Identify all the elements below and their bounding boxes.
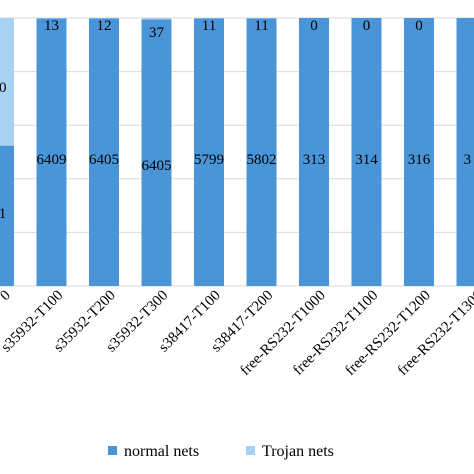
data-label-trojan-nets: 0 <box>415 18 423 34</box>
gridlines <box>0 17 474 287</box>
legend-swatch-trojan-nets <box>246 446 255 455</box>
bar-normal-nets <box>194 18 224 287</box>
bar-trojan-nets <box>0 18 14 146</box>
bar-normal-nets <box>141 19 172 286</box>
x-tick-label: free-RS232-T1300 <box>395 288 474 379</box>
bar-normal-nets <box>0 145 14 286</box>
data-label-normal-nets: 5802 <box>247 152 277 168</box>
data-label-trojan-nets: 0 <box>310 18 318 34</box>
data-labels: 11 10 6409 13 6405 12 6405 37 5799 11 5802 11 313 0 31… <box>0 18 471 222</box>
bar-trojan-nets <box>36 18 67 19</box>
bar-normal-nets <box>456 18 474 286</box>
bar-normal-nets <box>351 18 382 286</box>
legend-swatch-normal-nets <box>108 446 117 455</box>
data-label-normal-nets: 6405 <box>89 152 119 168</box>
data-label-normal-nets: 316 <box>408 152 431 168</box>
bar-trojan-nets <box>194 18 224 19</box>
bar-trojan-nets <box>89 18 119 19</box>
bar-normal-nets <box>89 18 119 287</box>
data-label-trojan-nets: 37 <box>149 25 165 41</box>
data-label-normal-nets: 3 <box>464 152 472 168</box>
data-label-trojan-nets: 10 <box>0 80 7 96</box>
data-label-normal-nets: 5799 <box>194 152 224 168</box>
legend: normal nets Trojan nets <box>108 443 334 460</box>
x-tick-label: 0 <box>0 288 14 305</box>
legend-label-normal-nets: normal nets <box>124 443 199 460</box>
data-label-trojan-nets: 12 <box>97 18 112 34</box>
x-tick-labels: 0s35932-T100s35932-T200s35932-T300s38417… <box>0 288 474 379</box>
data-label-normal-nets: 314 <box>355 152 378 168</box>
data-label-normal-nets: 6409 <box>37 152 67 168</box>
data-label-normal-nets: 6405 <box>142 158 172 174</box>
bar-normal-nets <box>404 18 434 286</box>
data-label-trojan-nets: 11 <box>254 18 268 34</box>
bars <box>0 18 474 287</box>
data-label-normal-nets: 11 <box>0 206 6 222</box>
data-label-trojan-nets: 13 <box>44 18 59 34</box>
bar-normal-nets <box>246 18 277 286</box>
bar-normal-nets <box>299 18 329 286</box>
data-label-normal-nets: 313 <box>303 152 326 168</box>
bar-trojan-nets <box>246 18 277 19</box>
bar-trojan-nets <box>141 18 172 20</box>
bar-normal-nets <box>36 18 67 286</box>
legend-label-trojan-nets: Trojan nets <box>262 443 334 460</box>
data-label-trojan-nets: 0 <box>363 18 371 34</box>
data-label-trojan-nets: 11 <box>202 18 216 34</box>
